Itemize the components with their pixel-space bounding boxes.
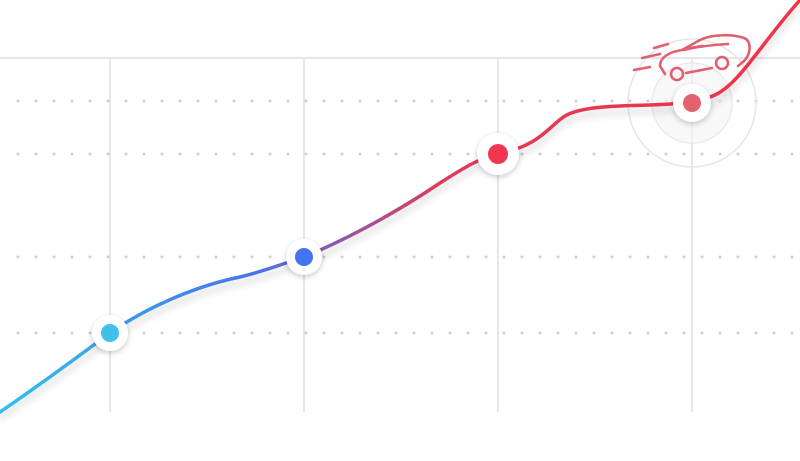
vertical-grid bbox=[109, 58, 693, 412]
milestones bbox=[92, 84, 711, 351]
milestone-3 bbox=[477, 133, 519, 175]
progress-line bbox=[0, 0, 800, 414]
milestone-1 bbox=[92, 315, 128, 351]
car-icon bbox=[632, 33, 751, 82]
milestone-4 bbox=[673, 84, 711, 122]
milestone-2 bbox=[286, 239, 322, 275]
halo-ring-outer bbox=[627, 38, 757, 168]
